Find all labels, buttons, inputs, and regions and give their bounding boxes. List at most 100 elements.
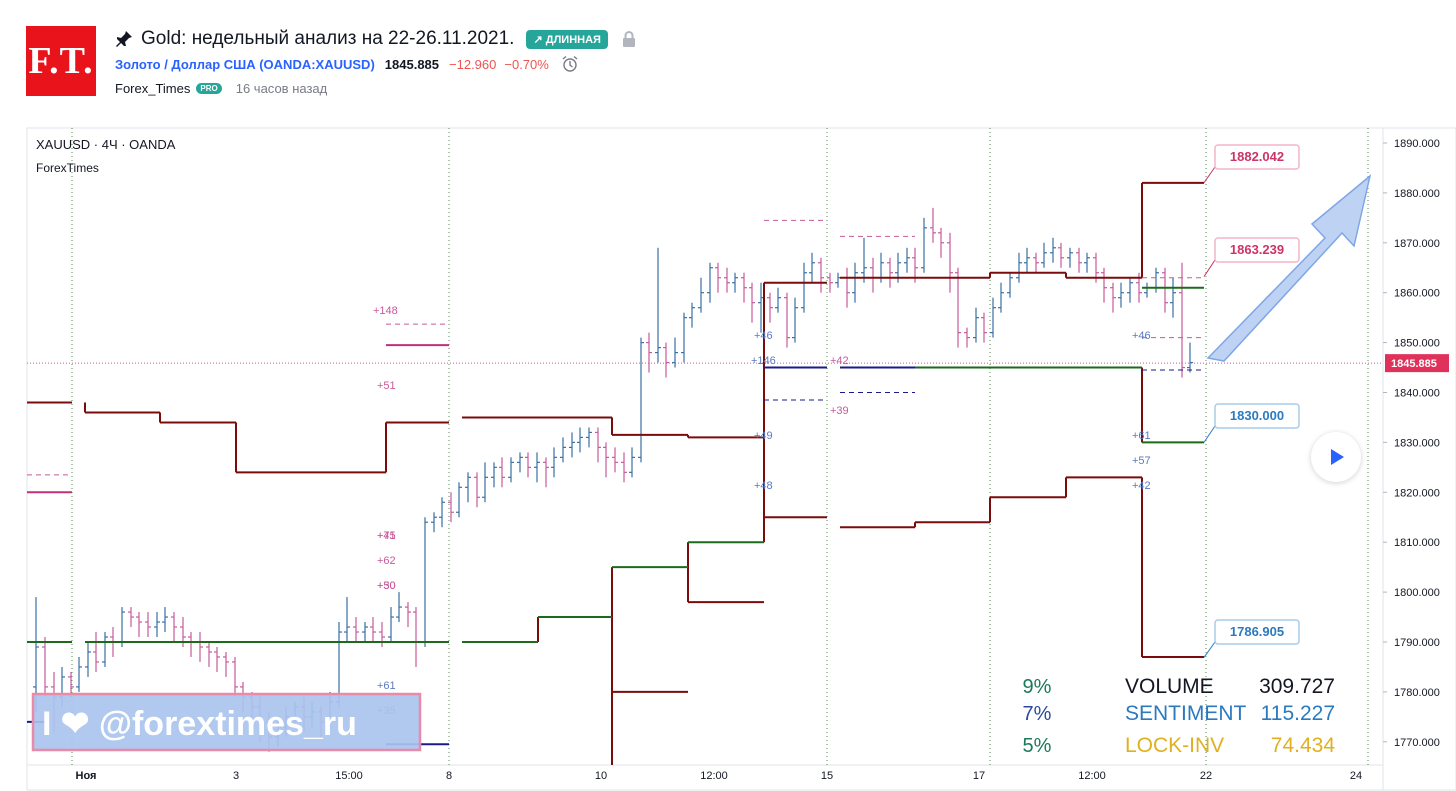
level-annotation: +146 [751, 355, 776, 367]
symbol-link[interactable]: Золото / Доллар США (OANDA:XAUUSD) [115, 56, 375, 72]
watermark: I ❤ @forextimes_ru [31, 692, 422, 752]
bull-candle [33, 597, 39, 712]
x-tick-label: 17 [973, 770, 985, 782]
y-tick-label: 1880.000 [1394, 188, 1440, 200]
bear-candle [827, 272, 833, 293]
bear-candle [448, 492, 454, 523]
x-tick-label: 12:00 [700, 770, 728, 782]
bull-candle [491, 462, 497, 488]
bear-candle [1058, 242, 1064, 268]
bull-candle [998, 282, 1004, 313]
bull-candle [362, 622, 368, 642]
bull-candle [431, 512, 437, 533]
x-tick-label: 15 [821, 770, 833, 782]
stat-percent: 5% [1023, 735, 1052, 757]
bull-candle [396, 592, 402, 623]
stat-name: VOLUME [1125, 675, 1214, 698]
chart-pane [26, 127, 1456, 791]
bear-candle [1101, 267, 1107, 303]
bear-candle [370, 617, 376, 642]
x-tick-label: Ноя [76, 770, 97, 782]
idea-header: F.T. Gold: недельный анализ на 22-26.11.… [0, 0, 1456, 120]
level-annotation: +48 [754, 480, 773, 492]
y-tick-label: 1770.000 [1394, 737, 1440, 749]
level-label-1863.239: 1863.239 [1203, 237, 1300, 277]
bull-candle [861, 237, 867, 283]
label-pointer [1203, 641, 1216, 658]
y-tick-label: 1830.000 [1394, 437, 1440, 449]
bear-candle [1033, 252, 1039, 273]
level-label-1882.042: 1882.042 [1203, 144, 1300, 183]
bull-candle [154, 612, 160, 638]
bull-candle [973, 307, 979, 343]
bear-candle [646, 332, 652, 373]
y-tick-label: 1780.000 [1394, 687, 1440, 699]
logo-text: F.T. [28, 40, 94, 82]
bear-candle [171, 612, 177, 642]
play-button[interactable] [1311, 432, 1361, 482]
x-tick-label: 15:00 [335, 770, 363, 782]
bear-candle [128, 607, 134, 628]
bull-candle [801, 262, 807, 313]
bull-candle [1024, 247, 1030, 273]
bear-candle [145, 612, 151, 638]
bull-candle [792, 297, 798, 343]
level-labels: 1882.042 1863.239 1830.000 1786.905 [1203, 144, 1300, 658]
bear-candle [612, 447, 618, 473]
level-annotation: +50 [377, 580, 396, 592]
x-tick-label: 3 [233, 770, 239, 782]
level-annotation: +71 [377, 530, 396, 542]
bull-candle [1067, 247, 1073, 268]
bear-candle [223, 651, 229, 677]
level-annotation: +45 [377, 530, 396, 542]
bear-candle [741, 272, 747, 303]
bear-candle [1110, 282, 1116, 313]
level-annotation: +42 [830, 355, 849, 367]
bear-candle [499, 457, 505, 488]
price-change: −12.960 [449, 56, 497, 72]
x-tick-label: 8 [446, 770, 452, 782]
label-box [1214, 237, 1300, 263]
bull-candle [1007, 272, 1013, 298]
bull-candle [698, 277, 704, 313]
play-icon [1331, 449, 1344, 465]
stat-value: 309.727 [1259, 675, 1335, 698]
x-tick-label: 10 [595, 770, 607, 782]
bull-candle [577, 427, 583, 453]
bull-candle [732, 272, 738, 293]
bull-candle [465, 472, 471, 503]
stat-name: LOCK-INV [1125, 734, 1224, 757]
bull-candle [482, 462, 488, 503]
level-annotation: +30 [377, 580, 396, 592]
bear-candle [947, 232, 953, 293]
y-tick-label: 1790.000 [1394, 637, 1440, 649]
bull-candle [990, 297, 996, 338]
level-annotation: +57 [1132, 455, 1151, 467]
bear-candle [724, 267, 730, 293]
author-name[interactable]: Forex_Times [115, 80, 191, 96]
label-box [1214, 619, 1300, 645]
bear-candle [715, 262, 721, 293]
bull-candle [1050, 237, 1056, 263]
author-logo[interactable]: F.T. [26, 26, 96, 96]
target-arrow [1206, 174, 1372, 362]
bull-candle [517, 452, 523, 473]
bull-candle [85, 642, 91, 677]
bull-candle [586, 427, 592, 448]
bull-candle [76, 656, 82, 692]
alarm-clock-icon[interactable] [561, 55, 579, 73]
y-tick-label: 1860.000 [1394, 288, 1440, 300]
label-pointer [1203, 166, 1216, 183]
annotations: +148+51+45+71+62+50+30+61+35+46+146+42+3… [373, 305, 1151, 717]
bear-candle [767, 292, 773, 323]
bull-candle [162, 607, 168, 633]
bear-candle [1162, 267, 1168, 313]
bull-candle [1041, 242, 1047, 268]
bull-candle [1016, 252, 1022, 283]
bear-candle [353, 617, 359, 642]
bull-candle [638, 337, 644, 463]
stat-value: 115.227 [1261, 702, 1335, 725]
bull-candle [560, 437, 566, 463]
bear-candle [405, 602, 411, 628]
